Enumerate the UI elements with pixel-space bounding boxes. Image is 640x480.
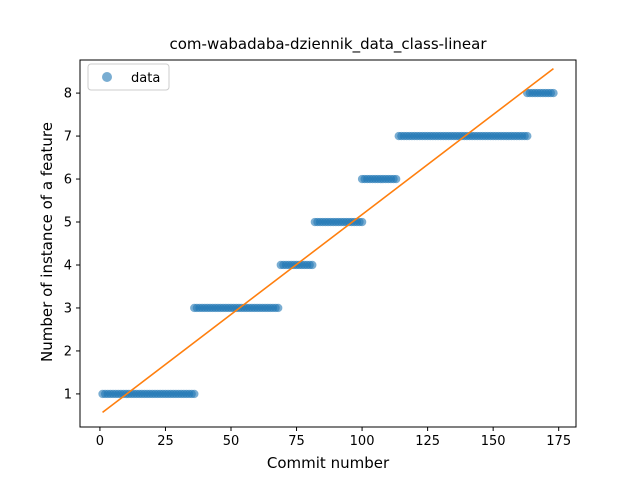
- x-axis-title: Commit number: [267, 454, 390, 472]
- y-tick-label: 5: [64, 216, 72, 231]
- y-tick-label: 4: [64, 258, 72, 273]
- chart-title: com-wabadaba-dziennik_data_class-linear: [170, 35, 488, 54]
- x-tick-label: 125: [415, 434, 440, 449]
- x-tick-label: 50: [223, 434, 240, 449]
- y-tick-label: 7: [64, 130, 72, 145]
- x-tick-label: 175: [546, 434, 571, 449]
- y-tick-label: 6: [64, 173, 72, 188]
- data-point: [549, 89, 557, 97]
- legend: data: [88, 64, 169, 90]
- y-tick-label: 8: [64, 87, 72, 102]
- x-tick-label: 0: [96, 434, 104, 449]
- x-tick-label: 25: [157, 434, 174, 449]
- data-point: [392, 175, 400, 183]
- y-axis-title: Number of instance of a feature: [38, 122, 56, 362]
- x-tick-label: 75: [288, 434, 305, 449]
- y-tick-label: 1: [64, 387, 72, 402]
- data-point: [308, 261, 316, 269]
- legend-marker-data: [102, 72, 112, 82]
- data-point: [523, 132, 531, 140]
- data-point: [274, 304, 282, 312]
- x-tick-label: 150: [481, 434, 506, 449]
- legend-label-data: data: [131, 71, 160, 86]
- data-point: [190, 390, 198, 398]
- y-tick-label: 2: [64, 344, 72, 359]
- y-tick-label: 3: [64, 301, 72, 316]
- data-point: [358, 218, 366, 226]
- x-tick-label: 100: [350, 434, 375, 449]
